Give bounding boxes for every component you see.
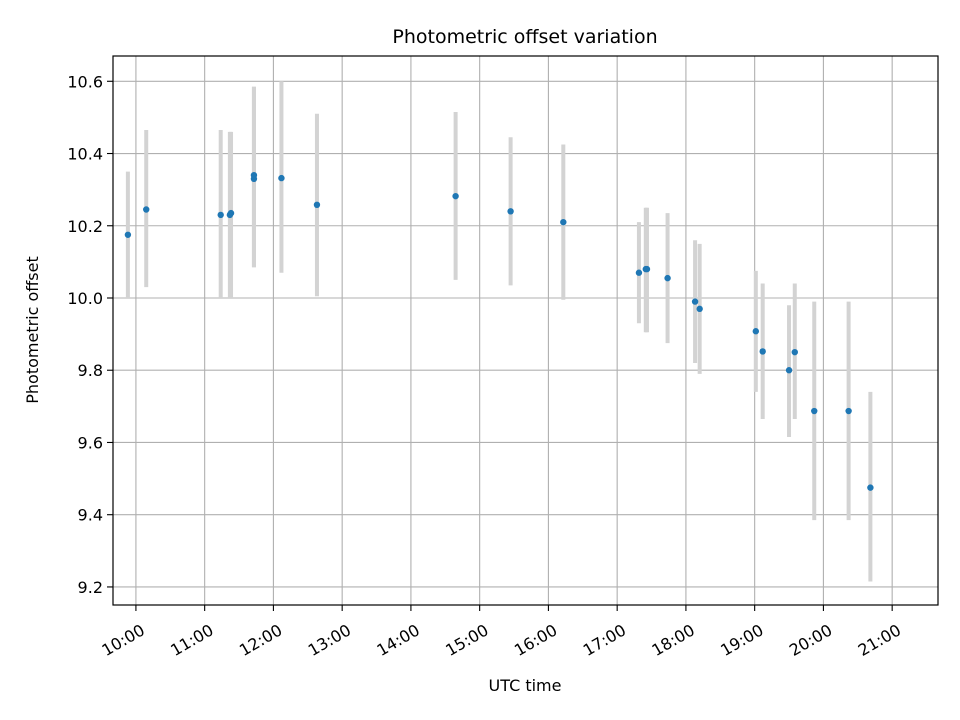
y-tick-label: 9.2 <box>78 578 103 597</box>
data-point <box>664 274 671 282</box>
data-point <box>643 265 651 273</box>
data-point <box>227 209 235 217</box>
chart-title: Photometric offset variation <box>392 26 657 48</box>
y-axis-label: Photometric offset <box>23 256 42 404</box>
y-tick-label: 10.4 <box>67 145 103 164</box>
grid-lines <box>113 56 938 605</box>
y-tick-label: 10.2 <box>67 217 103 236</box>
data-point <box>785 367 793 374</box>
data-point <box>313 201 321 209</box>
y-tick-label: 9.6 <box>78 433 103 452</box>
plot-area <box>113 56 938 605</box>
data-points <box>124 171 874 491</box>
data-point <box>791 348 798 356</box>
data-point <box>278 174 285 182</box>
y-tick-label: 10.0 <box>67 289 103 308</box>
y-tick-label: 9.8 <box>78 361 103 380</box>
data-point <box>691 298 699 305</box>
plot-frame <box>112 55 939 606</box>
data-point <box>752 328 760 335</box>
data-point <box>696 305 703 313</box>
data-point <box>759 348 766 355</box>
y-axis-ticks: 9.2 9.4 9.6 9.8 10.0 10.2 10.4 10.6 <box>67 72 113 597</box>
data-point <box>811 407 818 415</box>
y-tick-label: 9.4 <box>78 506 103 525</box>
data-point <box>867 484 874 491</box>
data-point <box>560 218 567 226</box>
data-point <box>452 192 459 200</box>
data-point <box>635 269 643 276</box>
data-point <box>507 208 514 215</box>
data-point <box>124 231 132 238</box>
data-point <box>250 171 258 179</box>
x-axis-label: UTC time <box>489 676 562 695</box>
data-point <box>217 211 224 219</box>
y-tick-label: 10.6 <box>67 72 103 91</box>
data-point <box>143 206 150 213</box>
data-point <box>845 407 852 415</box>
